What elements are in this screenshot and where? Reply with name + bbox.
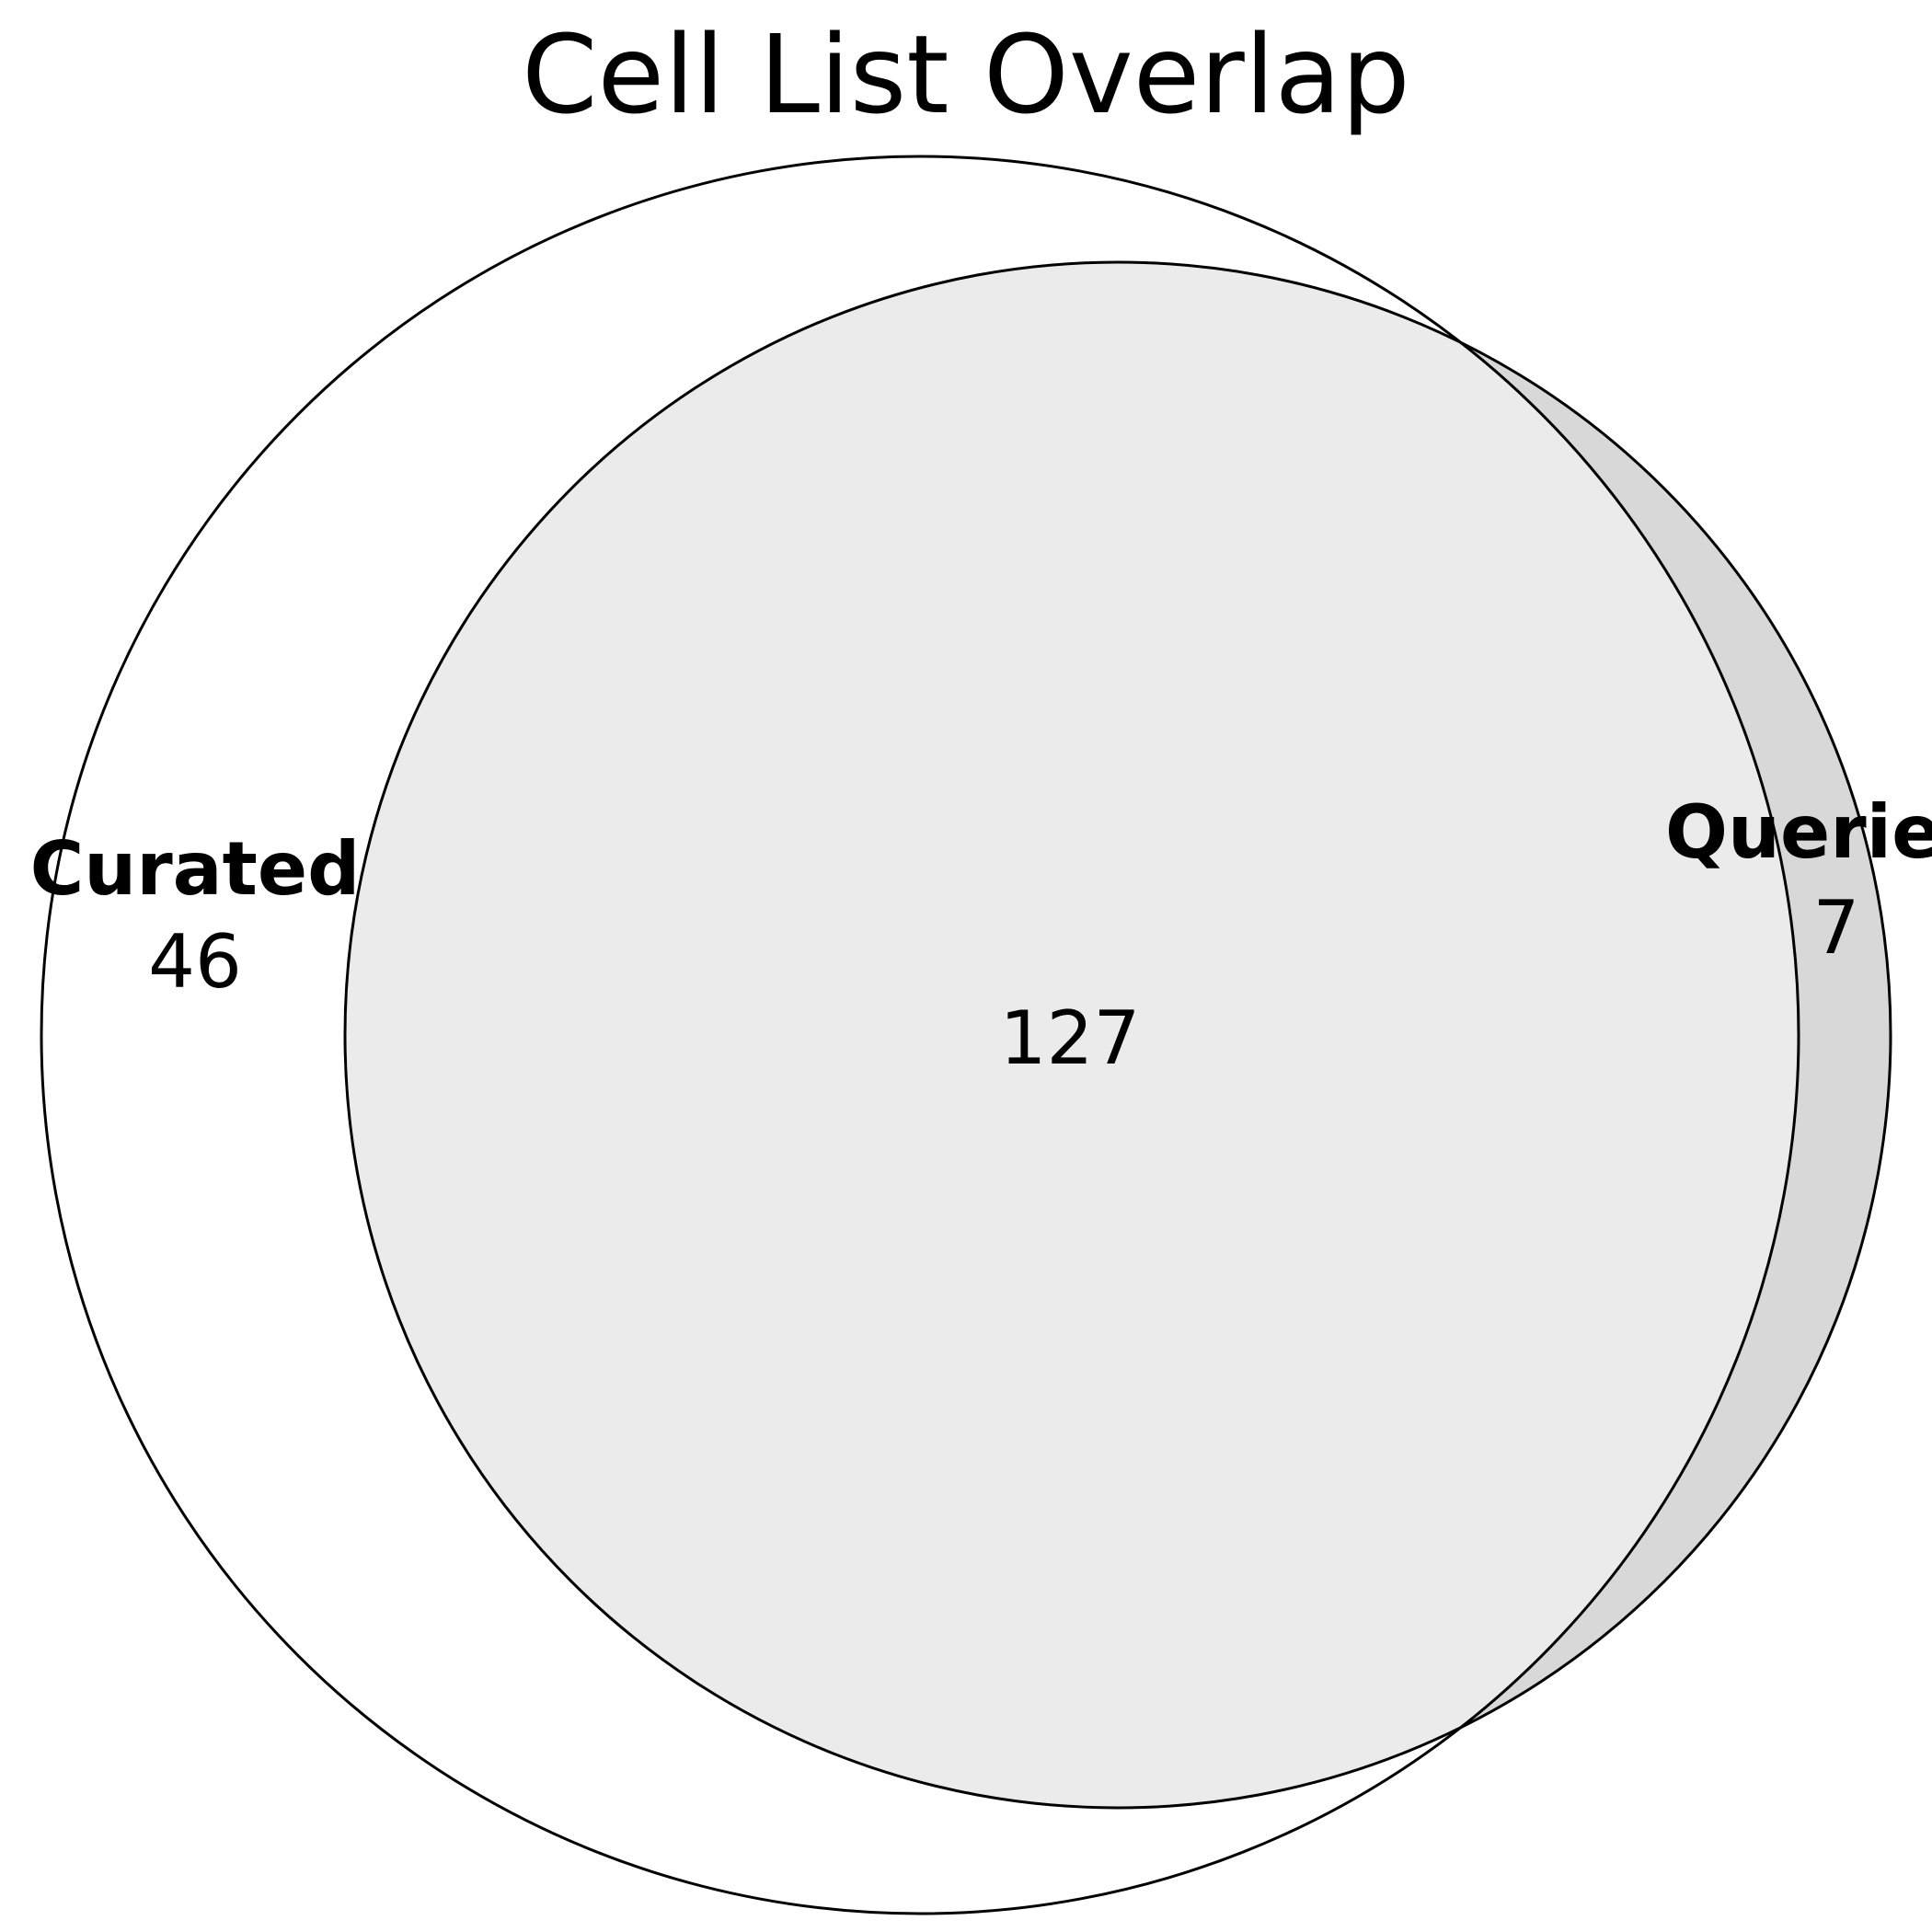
curated-set-circle bbox=[40, 155, 1800, 1915]
curated-only-count: 46 bbox=[148, 919, 242, 1005]
queried-only-count: 7 bbox=[1813, 885, 1860, 971]
intersection-region bbox=[345, 262, 1799, 1808]
diagram-title: Cell List Overlap bbox=[522, 11, 1410, 138]
curated-set-label: Curated bbox=[30, 826, 361, 912]
queried-set-label: Queried bbox=[1665, 789, 1932, 875]
intersection-count: 127 bbox=[1000, 995, 1141, 1081]
queried-set-circle bbox=[343, 260, 1892, 1810]
